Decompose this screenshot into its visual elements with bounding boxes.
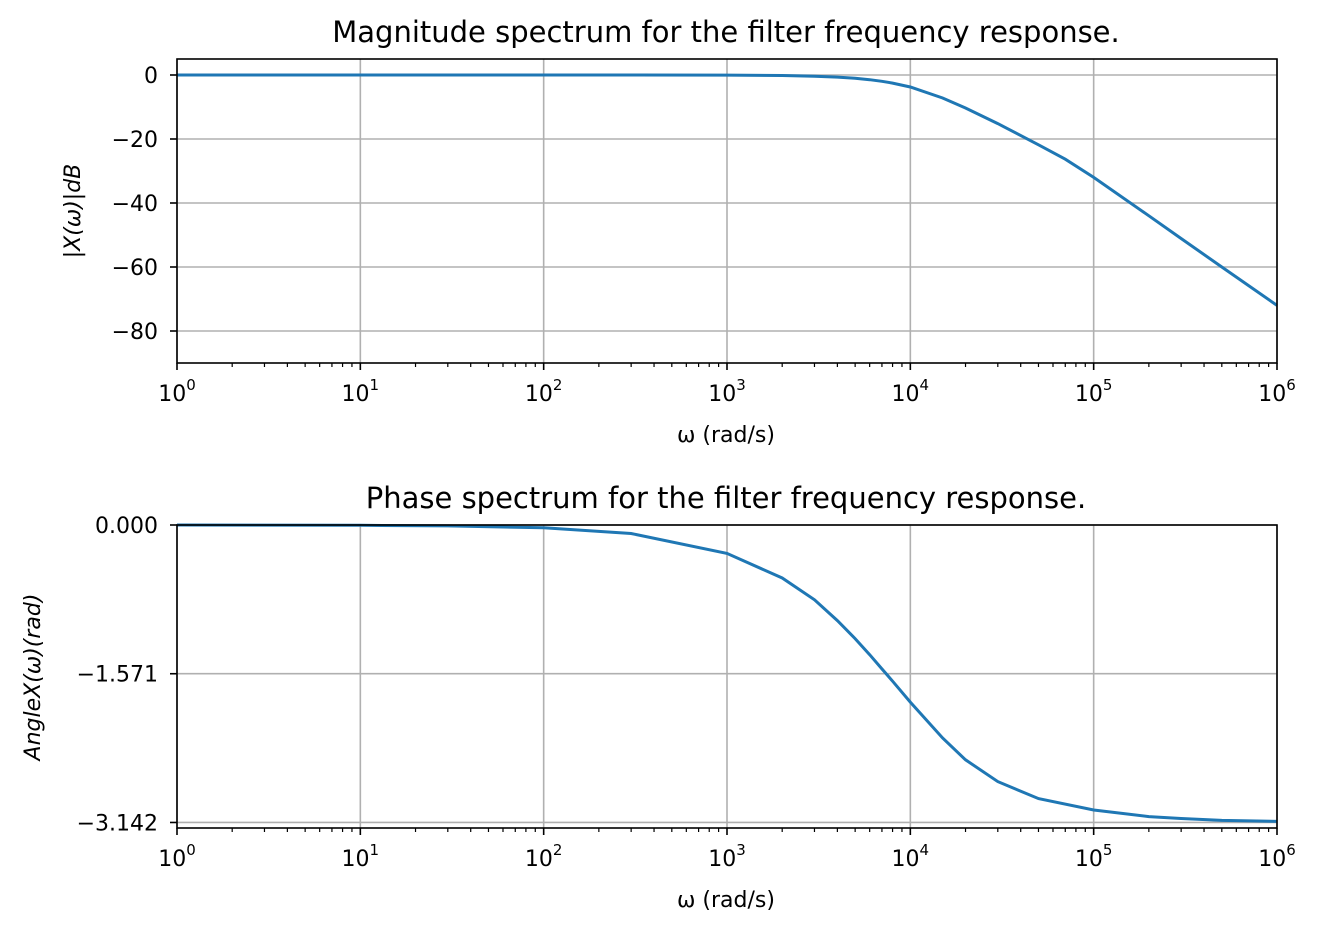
phase-axes-frame	[176, 524, 1278, 829]
phase-x-tick-base: 10	[158, 847, 186, 872]
phase-x-tick-base: 10	[1258, 847, 1286, 872]
phase-x-tick-label: 100	[158, 841, 196, 872]
phase-plot: Phase spectrum for the filter frequency …	[21, 481, 1296, 913]
magnitude-x-tick-label: 104	[892, 376, 930, 407]
phase-x-tick-base: 10	[892, 847, 920, 872]
phase-y-tick-labels: 0.000 −1.571 −3.142	[77, 514, 158, 836]
phase-x-tick-exponent: 1	[370, 841, 380, 859]
phase-x-tick-exponent: 2	[553, 841, 563, 859]
phase-title: Phase spectrum for the filter frequency …	[366, 481, 1086, 515]
magnitude-y-tick-label: −20	[112, 128, 158, 153]
phase-y-tick-label: −1.571	[77, 663, 158, 688]
magnitude-x-tick-base: 10	[708, 382, 736, 407]
phase-x-tick-label: 105	[1075, 841, 1113, 872]
magnitude-x-tick-exponent: 0	[186, 376, 196, 394]
magnitude-y-tick-label: 0	[144, 64, 158, 89]
phase-x-tick-label: 102	[525, 841, 563, 872]
phase-x-axis-label: ω (rad/s)	[677, 888, 775, 913]
phase-x-tick-base: 10	[525, 847, 553, 872]
phase-x-tick-labels: 100 101 102 103 104 105 106	[158, 841, 1296, 872]
magnitude-x-tick-label: 106	[1258, 376, 1296, 407]
magnitude-x-tick-exponent: 5	[1103, 376, 1113, 394]
phase-x-tick-label: 106	[1258, 841, 1296, 872]
magnitude-x-tick-exponent: 4	[920, 376, 930, 394]
phase-y-tick-label: 0.000	[95, 514, 158, 539]
phase-y-tick-label: −3.142	[77, 811, 158, 836]
phase-x-tick-exponent: 3	[736, 841, 746, 859]
magnitude-x-tick-label: 103	[708, 376, 746, 407]
magnitude-x-tick-base: 10	[342, 382, 370, 407]
phase-x-tick-label: 104	[892, 841, 930, 872]
magnitude-x-tick-base: 10	[158, 382, 186, 407]
magnitude-x-tick-label: 102	[525, 376, 563, 407]
magnitude-x-tick-base: 10	[1075, 382, 1103, 407]
magnitude-x-tick-label: 100	[158, 376, 196, 407]
magnitude-x-tick-exponent: 1	[370, 376, 380, 394]
magnitude-title: Magnitude spectrum for the filter freque…	[332, 15, 1120, 49]
phase-x-tick-exponent: 6	[1286, 841, 1296, 859]
magnitude-plot: Magnitude spectrum for the filter freque…	[61, 15, 1296, 448]
magnitude-x-tick-base: 10	[525, 382, 553, 407]
magnitude-x-tick-labels: 100 101 102 103 104 105 106	[158, 376, 1296, 407]
magnitude-x-axis-label: ω (rad/s)	[677, 423, 775, 448]
phase-y-axis-label: AngleX(ω)(rad)	[21, 594, 46, 763]
phase-major-ticks	[170, 524, 1278, 835]
magnitude-y-tick-label: −80	[112, 320, 158, 345]
magnitude-x-tick-exponent: 6	[1286, 376, 1296, 394]
magnitude-x-tick-base: 10	[892, 382, 920, 407]
phase-x-tick-label: 101	[342, 841, 380, 872]
phase-x-tick-base: 10	[708, 847, 736, 872]
magnitude-y-tick-labels: 0 −20 −40 −60 −80	[112, 64, 158, 345]
magnitude-series-line	[177, 73, 1278, 307]
magnitude-x-tick-label: 105	[1075, 376, 1113, 407]
magnitude-y-tick-label: −60	[112, 256, 158, 281]
magnitude-y-axis-label: |X(ω)|dB	[61, 164, 86, 259]
magnitude-axes-frame	[176, 58, 1278, 364]
phase-x-tick-base: 10	[342, 847, 370, 872]
phase-x-tick-label: 103	[708, 841, 746, 872]
magnitude-major-ticks	[170, 74, 1278, 370]
magnitude-x-tick-exponent: 3	[736, 376, 746, 394]
phase-x-tick-exponent: 0	[186, 841, 196, 859]
phase-x-tick-exponent: 4	[920, 841, 930, 859]
phase-x-tick-base: 10	[1075, 847, 1103, 872]
magnitude-x-tick-exponent: 2	[553, 376, 563, 394]
magnitude-y-tick-label: −40	[112, 192, 158, 217]
magnitude-x-tick-base: 10	[1258, 382, 1286, 407]
magnitude-x-tick-label: 101	[342, 376, 380, 407]
phase-series-line	[176, 523, 1278, 823]
phase-x-tick-exponent: 5	[1103, 841, 1113, 859]
